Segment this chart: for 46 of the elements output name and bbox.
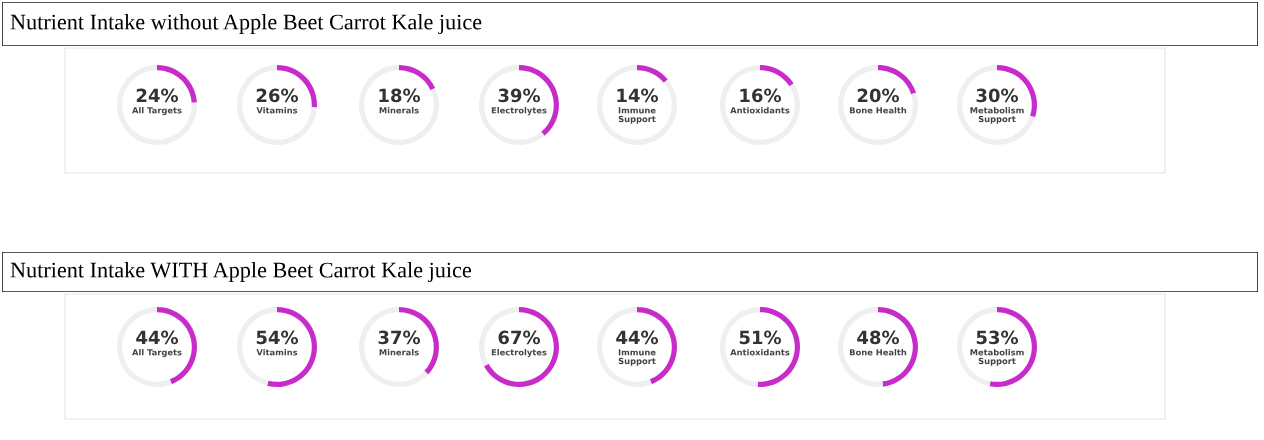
data-label: 18% bbox=[379, 88, 421, 103]
donut-slice bbox=[720, 65, 800, 145]
donut-slice bbox=[479, 65, 545, 145]
data-label: 53% bbox=[976, 330, 1019, 345]
data-label: 26% bbox=[256, 88, 299, 103]
slice-label: Metabolism Support bbox=[970, 107, 1024, 124]
data-label: 16% bbox=[740, 88, 782, 103]
data-label: 44% bbox=[136, 330, 179, 345]
slice-label: Vitamins bbox=[256, 349, 298, 356]
slice-label: Bone Health bbox=[849, 107, 907, 114]
text: Nutrient Intake without Apple Beet Carrot Kale juice bbox=[10, 13, 482, 35]
data-label: 39% bbox=[498, 88, 541, 103]
data-label: 30% bbox=[976, 88, 1019, 103]
donut-slice bbox=[760, 65, 794, 87]
slice-label: Electrolytes bbox=[491, 107, 547, 116]
donut-slice bbox=[359, 65, 439, 145]
slice-label: Vitamins bbox=[256, 107, 298, 114]
slice-label: Antioxidants bbox=[730, 349, 790, 356]
slice-label: All Targets bbox=[132, 107, 182, 116]
donut-slice bbox=[359, 307, 429, 387]
donut-slice bbox=[237, 65, 317, 145]
slice-label: Immune Support bbox=[618, 107, 656, 124]
data-label: 20% bbox=[857, 88, 900, 103]
slice-label: Antioxidants bbox=[730, 107, 790, 114]
donut-slice bbox=[838, 65, 918, 145]
data-label: 37% bbox=[378, 330, 421, 345]
data-label: 67% bbox=[498, 330, 541, 345]
data-label: 44% bbox=[616, 330, 659, 345]
donut-slice bbox=[597, 65, 677, 145]
data-label: 54% bbox=[256, 330, 299, 345]
slice-label: Electrolytes bbox=[491, 349, 547, 358]
slice-label: All Targets bbox=[132, 349, 182, 358]
slice-label: Immune Support bbox=[618, 349, 656, 366]
data-label: 24% bbox=[136, 88, 179, 103]
donut-slice bbox=[483, 307, 559, 387]
data-label: 51% bbox=[739, 330, 782, 345]
text: Nutrient Intake WITH Apple Beet Carrot Kale juice bbox=[10, 261, 472, 283]
donut-slice bbox=[637, 65, 668, 83]
donut-slice bbox=[957, 65, 1036, 145]
donut-slice bbox=[117, 65, 197, 145]
data-label: 14% bbox=[617, 88, 659, 103]
data-label: 48% bbox=[857, 330, 900, 345]
slice-label: Minerals bbox=[379, 349, 419, 356]
slice-label: Bone Health bbox=[849, 349, 907, 356]
slice-label: Metabolism Support bbox=[970, 349, 1024, 366]
slice-label: Minerals bbox=[379, 107, 419, 114]
